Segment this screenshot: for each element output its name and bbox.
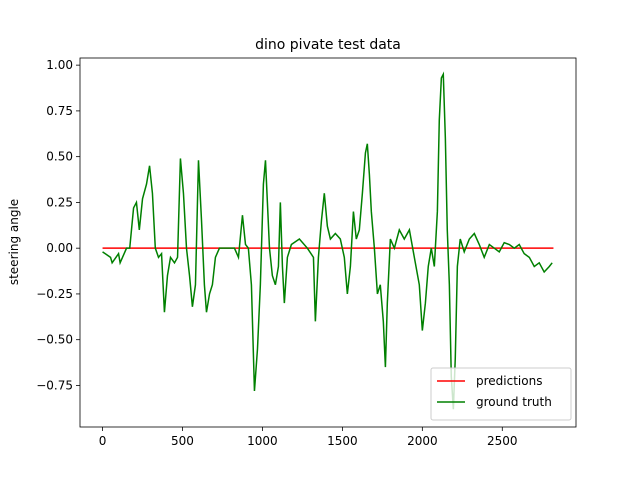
y-tick-label: −0.50 <box>36 333 73 347</box>
legend-label: ground truth <box>476 395 552 409</box>
x-tick-label: 500 <box>171 434 194 448</box>
legend-label: predictions <box>476 374 542 388</box>
x-tick-label: 2500 <box>487 434 518 448</box>
y-tick-label: 0.50 <box>46 150 73 164</box>
chart-title: dino pivate test data <box>255 37 401 53</box>
x-tick-label: 1500 <box>327 434 358 448</box>
y-tick-label: −0.25 <box>36 287 73 301</box>
y-tick-label: 0.00 <box>46 241 73 255</box>
y-tick-label: 0.25 <box>46 195 73 209</box>
axes-frame <box>79 57 577 428</box>
x-tick-label: 1000 <box>247 434 278 448</box>
data-line <box>102 71 553 410</box>
y-tick-label: 1.00 <box>46 58 73 72</box>
y-tick-label: −0.75 <box>36 378 73 392</box>
legend-box <box>430 367 572 421</box>
x-tick-label: 2000 <box>407 434 438 448</box>
y-tick-label: 0.75 <box>46 104 73 118</box>
y-axis-label: steering angle <box>7 199 21 285</box>
x-tick-label: 0 <box>99 434 107 448</box>
